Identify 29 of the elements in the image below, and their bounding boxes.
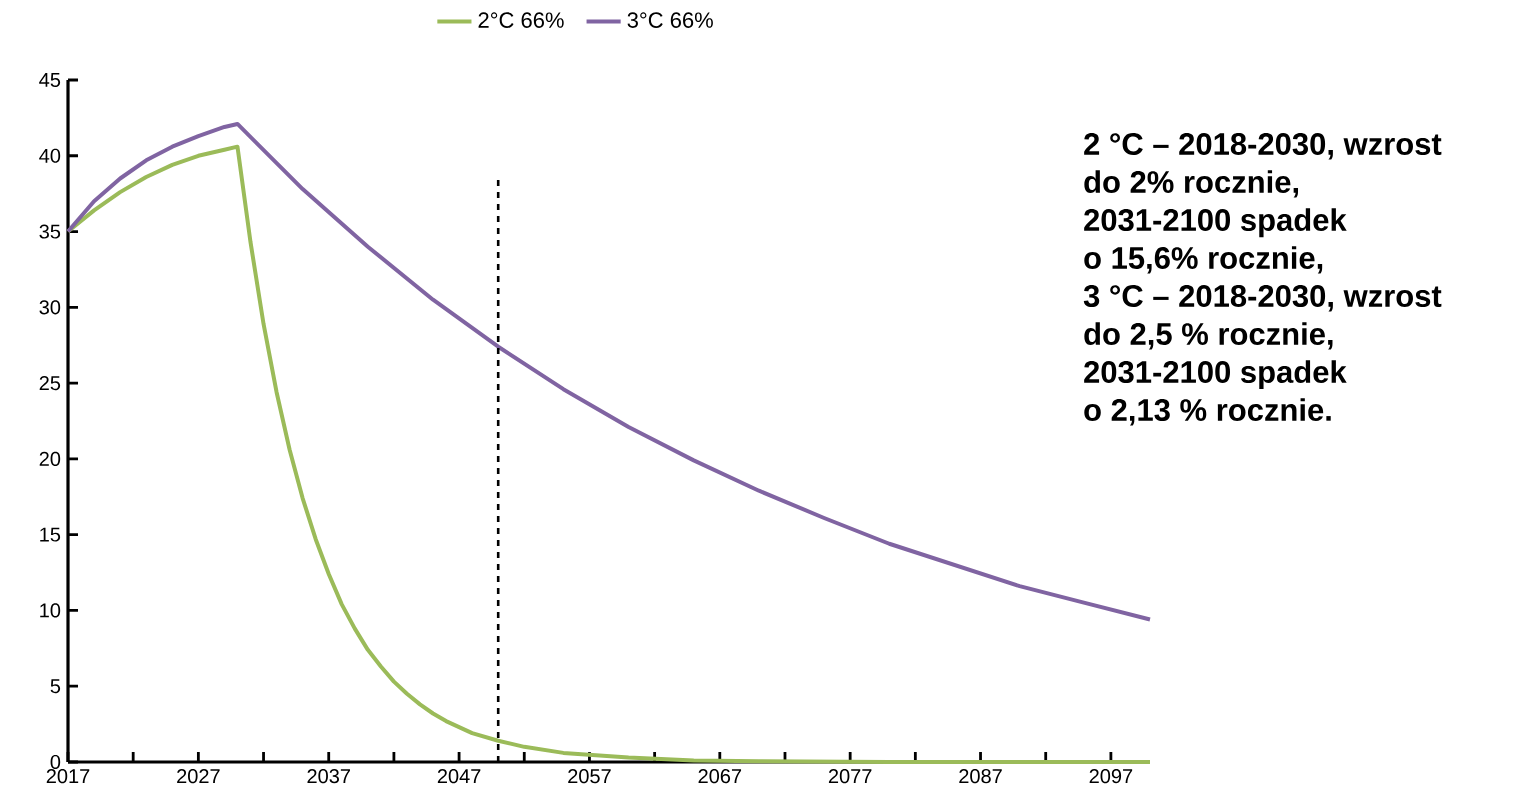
y-tick-label: 10 (40, 603, 61, 618)
x-tick-label: 2017 (46, 769, 90, 784)
y-tick-label: 45 (39, 73, 61, 87)
x-tick-label: 2097 (1089, 769, 1133, 784)
y-tick-label: 0 (50, 754, 61, 770)
y-tick-label: 5 (50, 679, 61, 694)
annotation: do 2% rocznie, (1084, 170, 1299, 198)
y-tick-label: 35 (39, 224, 61, 239)
y-tick-label: 20 (39, 451, 61, 466)
x-tick-label: 2037 (307, 769, 350, 784)
annotation: 2 °C – 2018-2030, wzrost (1084, 133, 1442, 160)
legend-label: 2°C 66% (478, 12, 564, 28)
x-tick-label: 2067 (698, 769, 742, 784)
annotation: 3 °C – 2018-2030, wzrost (1083, 285, 1442, 312)
legend-label: 3°C 66% (627, 12, 713, 28)
x-tick-label: 2087 (959, 769, 1002, 784)
annotation: 2031-2100 spadek (1084, 208, 1347, 238)
x-tick-label: 2057 (568, 769, 611, 784)
x-tick-label: 2027 (177, 769, 220, 784)
y-tick-label: 15 (40, 527, 61, 542)
x-tick-label: 2047 (437, 769, 481, 784)
annotation: o 15,6% rocznie, (1084, 246, 1323, 274)
annotation: 2031-2100 spadek (1084, 360, 1347, 390)
y-tick-label: 40 (39, 148, 61, 163)
x-tick-label: 2077 (828, 769, 872, 784)
y-tick-label: 25 (39, 376, 61, 391)
y-tick-label: 30 (39, 300, 61, 315)
annotation: do 2,5 % rocznie, (1084, 322, 1333, 350)
annotation: o 2,13 % rocznie. (1084, 398, 1331, 426)
